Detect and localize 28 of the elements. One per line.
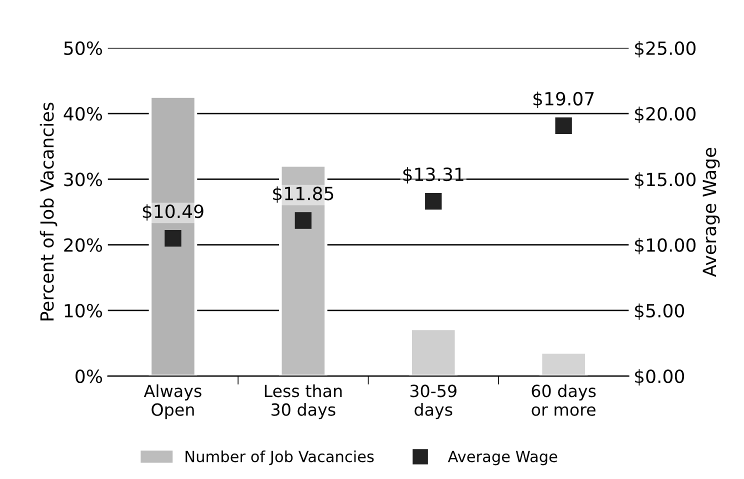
y-tick-label: 20% [64,238,102,252]
y2-axis-title: Average Wage [702,148,720,277]
legend-label: Average Wage [448,450,558,466]
y-tick-label: 40% [64,106,102,121]
point [294,212,312,229]
y-tick-label: 10% [64,304,102,318]
y-axis-title: Percent of Job Vacancies [40,102,58,320]
point [425,192,442,210]
x-tick-label: Always Open [144,384,202,420]
y-tick-label: 30% [64,172,102,186]
y2-tick-label: $15.00 [635,172,696,189]
data-label: $10.49 [142,204,204,221]
x-tick-label: 30-59 days [410,384,456,420]
legend-label: Number of Job Vacancies [186,450,374,466]
y2-tick-label: $25.00 [635,41,696,58]
data-label: $19.07 [533,92,594,108]
x-tick-label: 60 days or more [532,384,596,416]
data-label: $11.85 [273,186,334,203]
y2-tick-label: $20.00 [635,106,696,124]
y2-tick-label: $10.00 [635,238,696,254]
point [164,230,182,247]
x-tick-label: Less than 30 days [264,384,342,420]
y-tick-label: 50% [64,41,102,56]
y2-tick-label: $0.00 [635,369,684,386]
data-label: $13.31 [403,167,464,184]
point [555,117,572,134]
y2-tick-label: $5.00 [635,304,684,320]
y-tick-label: 0% [76,369,102,384]
